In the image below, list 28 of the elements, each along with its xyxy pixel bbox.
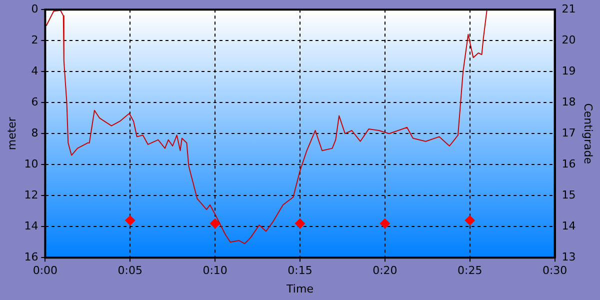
y2-tick-label: 19 <box>562 64 576 78</box>
y2-tick-label: 20 <box>562 33 576 46</box>
y-tick-label: 14 <box>24 219 38 232</box>
y-tick-label: 12 <box>24 188 38 202</box>
x-tick-label: 0:10 <box>202 264 228 278</box>
y2-tick-label: 16 <box>562 157 576 170</box>
y2-tick-label: 17 <box>562 126 576 140</box>
x-tick-label: 0:05 <box>118 264 142 278</box>
x-tick-label: 0:25 <box>458 264 482 278</box>
y2-tick-label: 21 <box>562 2 576 16</box>
y-tick-label: 2 <box>31 33 38 46</box>
x-tick-label: 0:20 <box>372 264 398 278</box>
y2-axis-title: Centigrade <box>582 103 595 164</box>
y2-tick-label: 15 <box>562 188 576 202</box>
y-tick-label: 16 <box>24 250 38 264</box>
y2-tick-label: 14 <box>562 219 576 232</box>
x-tick-label: 0:15 <box>288 264 312 278</box>
x-axis-title: Time <box>286 282 314 296</box>
y-tick-label: 4 <box>31 64 38 78</box>
y-tick-label: 10 <box>24 157 38 170</box>
y2-tick-label: 13 <box>562 250 576 264</box>
x-tick-label: 0:00 <box>32 264 58 278</box>
x-tick-label: 0:30 <box>542 264 568 278</box>
y-tick-label: 0 <box>31 2 38 16</box>
y2-tick-label: 18 <box>562 95 576 108</box>
y-tick-label: 8 <box>31 126 38 140</box>
y-axis-title: meter <box>5 116 18 150</box>
y-tick-label: 6 <box>31 95 38 108</box>
